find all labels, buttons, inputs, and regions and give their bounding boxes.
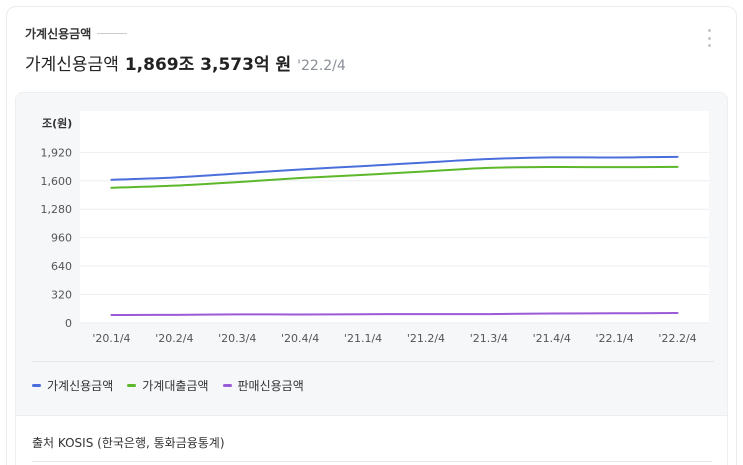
line-chart: 조(원) 0 320 640 960 1,280 1,600 1,920 '20.1/4 '20.… xyxy=(41,111,709,345)
series-line-3 xyxy=(110,312,679,316)
legend-label: 가계신용금액 xyxy=(47,379,114,393)
y-tick-label: 1,280 xyxy=(41,203,73,216)
eyebrow-label: 가계신용금액 xyxy=(25,26,92,41)
source-box: 출처 KOSIS (한국은행, 통화금융통계) xyxy=(16,415,727,465)
legend-swatch xyxy=(32,384,41,387)
legend-swatch xyxy=(127,384,137,387)
legend-label: 가계대출금액 xyxy=(142,379,209,393)
x-tick-label: '20.4/4 xyxy=(281,332,319,345)
y-tick-label: 320 xyxy=(51,289,72,302)
x-tick-label: '20.3/4 xyxy=(218,332,256,345)
x-tick-label: '21.3/4 xyxy=(470,332,508,345)
y-tick-label: 1,920 xyxy=(41,146,73,159)
headline-title: 가계신용금액 xyxy=(25,55,119,75)
headline-value: 1,869조 3,573억 원 xyxy=(124,55,292,75)
x-tick-label: '22.2/4 xyxy=(658,332,696,345)
y-tick-label: 0 xyxy=(65,317,72,330)
chart-card: 가계신용금액 가계신용금액 1,869조 3,573억 원 '22.2/4 조(… xyxy=(6,6,737,465)
legend-swatch xyxy=(222,384,232,387)
y-axis-label: 조(원) xyxy=(42,116,72,130)
y-tick-label: 960 xyxy=(51,232,72,245)
legend-divider xyxy=(32,361,714,362)
card-header: 가계신용금액 가계신용금액 1,869조 3,573억 원 '22.2/4 xyxy=(25,25,718,75)
headline: 가계신용금액 1,869조 3,573억 원 '22.2/4 xyxy=(25,50,718,75)
plot-area xyxy=(80,111,709,323)
series-line-1 xyxy=(110,155,679,181)
x-tick-label: '20.1/4 xyxy=(92,332,130,345)
legend-item-3[interactable]: 판매신용금액 xyxy=(222,377,304,394)
headline-date: '22.2/4 xyxy=(297,58,346,74)
y-tick-label: 1,600 xyxy=(41,175,73,188)
legend-label: 판매신용금액 xyxy=(237,379,304,393)
legend-item-1[interactable]: 가계신용금액 xyxy=(32,377,113,394)
kebab-menu-icon[interactable] xyxy=(702,29,716,47)
source-text: 출처 KOSIS (한국은행, 통화금융통계) xyxy=(32,436,225,450)
x-tick-label: '20.2/4 xyxy=(155,332,193,345)
x-tick-label: '21.4/4 xyxy=(533,332,571,345)
x-tick-label: '22.1/4 xyxy=(596,332,634,345)
x-tick-label: '21.1/4 xyxy=(344,332,382,345)
legend-item-2[interactable]: 가계대출금액 xyxy=(127,377,209,394)
source-divider xyxy=(32,461,712,462)
chart-legend: 가계신용금액 가계대출금액 판매신용금액 xyxy=(32,377,318,394)
chart-panel: 조(원) 0 320 640 960 1,280 1,600 1,920 '20.1/4 '20.… xyxy=(15,92,728,465)
card-eyebrow: 가계신용금액 xyxy=(25,25,718,41)
y-tick-label: 640 xyxy=(51,260,72,273)
eyebrow-divider xyxy=(97,32,128,34)
x-tick-label: '21.2/4 xyxy=(407,332,445,345)
series-line-2 xyxy=(110,165,679,189)
